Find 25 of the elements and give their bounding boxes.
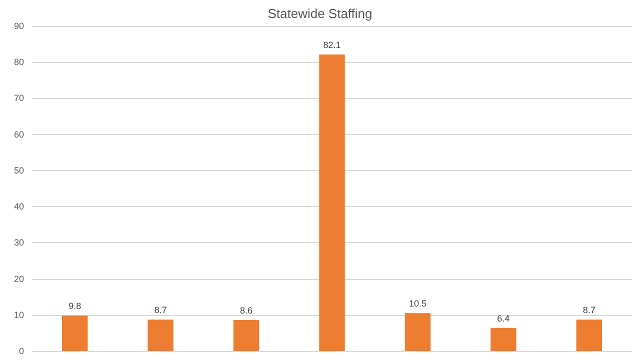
data-label: 9.8 xyxy=(68,301,82,312)
y-tick-label: 70 xyxy=(14,93,24,104)
data-label: 8.7 xyxy=(154,305,167,316)
data-label: 8.6 xyxy=(240,305,253,316)
y-tick-label: 0 xyxy=(18,346,24,356)
chart-title: Statewide Staffing xyxy=(268,6,372,21)
bar xyxy=(576,320,602,351)
y-tick-label: 10 xyxy=(14,310,24,320)
data-label: 10.5 xyxy=(408,298,426,309)
bar xyxy=(233,320,260,351)
y-tick-label: 90 xyxy=(14,21,24,31)
y-tick-label: 40 xyxy=(14,202,24,212)
data-label: 8.7 xyxy=(582,305,596,316)
y-tick-label: 60 xyxy=(14,129,24,140)
y-tick-label: 50 xyxy=(14,165,24,176)
data-label: 6.4 xyxy=(497,313,510,324)
y-tick-label: 80 xyxy=(14,57,24,68)
bar xyxy=(490,328,516,351)
bar xyxy=(62,316,88,351)
y-tick-label: 20 xyxy=(14,274,24,284)
bar xyxy=(404,313,431,351)
y-tick-label: 30 xyxy=(14,238,24,248)
bar xyxy=(319,54,345,351)
data-label: 82.1 xyxy=(323,40,341,50)
bar xyxy=(148,320,174,351)
